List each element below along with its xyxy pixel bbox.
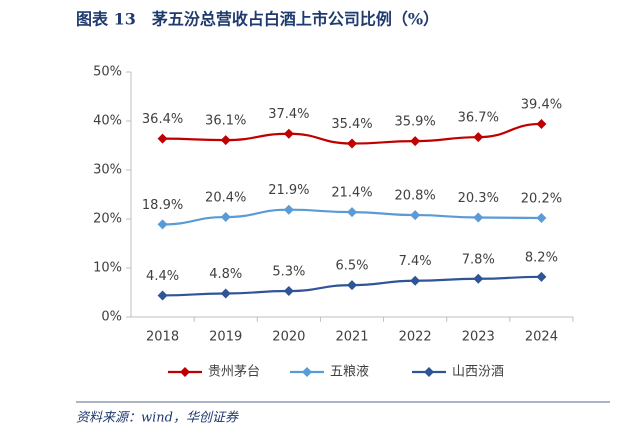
point [536, 271, 547, 282]
value-label: 39.4% [521, 97, 562, 112]
value-label: 36.7% [458, 111, 499, 126]
x-tick-label: 2021 [335, 330, 368, 345]
point [347, 207, 357, 218]
x-tick-label: 2023 [462, 330, 495, 345]
point [283, 286, 294, 297]
y-tick-label: 10% [93, 261, 122, 276]
x-tick-label: 2024 [525, 330, 558, 345]
point [283, 204, 294, 215]
point [536, 118, 547, 129]
legend-label: 贵州茅台 [208, 365, 260, 380]
legend-label: 五粮液 [330, 365, 369, 380]
value-label: 36.4% [142, 112, 183, 127]
value-label: 21.4% [331, 186, 372, 201]
point [347, 138, 357, 149]
point [473, 132, 484, 143]
source: 资料来源：wind，华创证券 [76, 411, 239, 426]
value-label: 35.9% [394, 115, 435, 130]
point [157, 290, 168, 301]
value-label: 20.2% [521, 192, 562, 207]
point [157, 219, 168, 230]
point [410, 275, 421, 286]
value-label: 8.2% [525, 250, 558, 265]
value-label: 20.4% [205, 191, 246, 206]
value-label: 37.4% [268, 107, 309, 122]
point [473, 212, 484, 223]
value-label: 7.4% [399, 254, 432, 269]
value-label: 5.3% [272, 265, 305, 280]
value-label: 21.9% [268, 183, 309, 198]
value-label: 36.1% [205, 114, 246, 129]
y-tick-label: 0% [101, 310, 122, 325]
point [220, 212, 231, 223]
value-label: 4.8% [209, 267, 242, 282]
value-label: 20.8% [394, 189, 435, 204]
point [410, 136, 421, 147]
x-tick-label: 2019 [209, 330, 242, 345]
y-tick-label: 40% [93, 114, 122, 129]
legend-marker [302, 367, 312, 377]
point [473, 273, 484, 284]
y-tick-label: 30% [93, 163, 122, 178]
legend-label: 山西汾酒 [452, 365, 504, 380]
point [157, 133, 168, 144]
chart-title: 图表 13 茅五汾总营收占白酒上市公司比例（%） [76, 10, 439, 29]
x-tick-label: 2022 [399, 330, 432, 345]
legend-marker [424, 367, 434, 377]
point [410, 210, 421, 221]
value-label: 4.4% [146, 269, 179, 284]
point [220, 135, 231, 146]
point [220, 288, 231, 299]
legend-marker [180, 367, 190, 377]
value-label: 7.8% [462, 252, 495, 267]
point [283, 128, 294, 139]
x-tick-label: 2018 [146, 330, 179, 345]
value-label: 6.5% [335, 259, 368, 274]
y-tick-label: 20% [93, 212, 122, 227]
point [536, 213, 547, 224]
value-label: 20.3% [458, 191, 499, 206]
point [347, 280, 357, 291]
value-label: 18.9% [142, 198, 183, 213]
value-label: 35.4% [331, 117, 372, 132]
y-tick-label: 50% [93, 65, 122, 80]
x-tick-label: 2020 [272, 330, 305, 345]
